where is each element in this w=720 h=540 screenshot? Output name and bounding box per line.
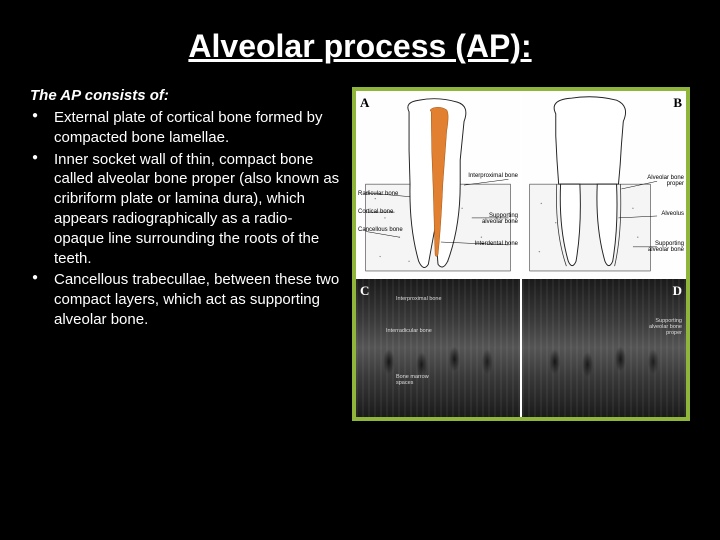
list-item: Cancellous trabecullae, between these tw… xyxy=(30,270,340,329)
figure-composite: A xyxy=(352,87,690,421)
panel-label-d: D xyxy=(673,283,682,299)
label-c2: Interradicular bone xyxy=(386,329,432,335)
panel-label-c: C xyxy=(360,283,369,299)
label-interdental: Interdental bone xyxy=(475,241,518,247)
label-d1: Supporting alveolar bone proper xyxy=(638,319,682,336)
panel-label-a: A xyxy=(360,95,369,111)
slide-title: Alveolar process (AP): xyxy=(30,28,690,65)
panel-a: A xyxy=(356,91,520,277)
panel-label-b: B xyxy=(673,95,682,111)
label-c3: Bone marrow spaces xyxy=(396,375,436,387)
label-radicular: Radicular bone xyxy=(358,191,398,197)
label-supporting-b: Supporting alveolar bone xyxy=(640,241,684,253)
text-column: The AP consists of: External plate of co… xyxy=(30,87,340,421)
diagram-a xyxy=(356,91,520,277)
panel-b: B xyxy=(522,91,686,277)
panel-c: C Interproximal bone Interradicular bone… xyxy=(356,279,520,417)
label-interproximal: Interproximal bone xyxy=(468,173,518,179)
label-supporting: Supporting alveolar bone xyxy=(478,213,518,225)
slide: Alveolar process (AP): The AP consists o… xyxy=(0,0,720,540)
bullet-list: External plate of cortical bone formed b… xyxy=(30,108,340,330)
label-cancellous: Cancellous bone xyxy=(358,227,403,233)
label-alveolus: Alveolus xyxy=(661,211,684,217)
label-c1: Interproximal bone xyxy=(396,297,442,303)
label-cortical: Cortical bone xyxy=(358,209,393,215)
label-abp: Alveolar bone proper xyxy=(642,175,684,187)
content-row: The AP consists of: External plate of co… xyxy=(30,87,690,421)
intro-text: The AP consists of: xyxy=(30,87,340,104)
panel-d: D Supporting alveolar bone proper xyxy=(522,279,686,417)
list-item: External plate of cortical bone formed b… xyxy=(30,108,340,148)
list-item: Inner socket wall of thin, compact bone … xyxy=(30,150,340,269)
